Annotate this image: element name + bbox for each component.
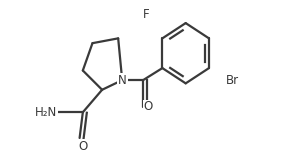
Text: O: O [143, 100, 152, 113]
Text: F: F [143, 8, 150, 22]
Text: Br: Br [226, 74, 239, 87]
Text: O: O [78, 140, 88, 153]
Text: N: N [118, 74, 127, 87]
Text: H₂N: H₂N [35, 106, 57, 119]
